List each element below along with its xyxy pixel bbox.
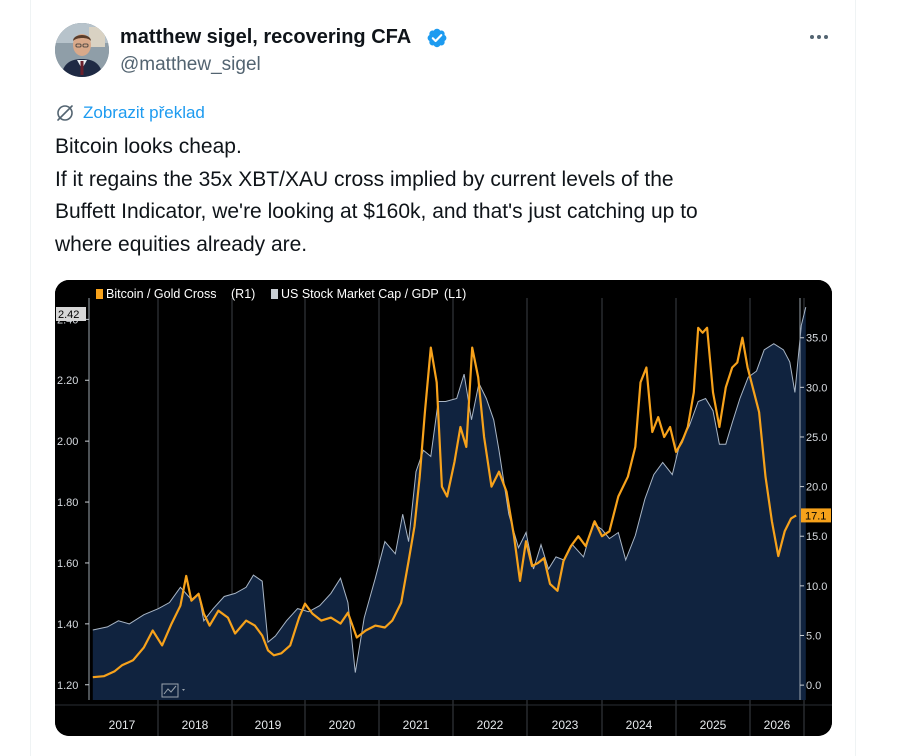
x-tick-label: 2020	[329, 718, 356, 732]
x-tick-label: 2025	[700, 718, 727, 732]
x-tick-label: 2026	[764, 718, 791, 732]
more-dots-icon[interactable]	[806, 24, 832, 50]
left-tick-label: 1.40	[57, 619, 78, 631]
translate-label: Zobrazit překlad	[83, 103, 205, 122]
left-last-value-bg	[56, 307, 86, 321]
legend-axis-btc: (R1)	[231, 287, 255, 301]
x-tick-label: 2021	[403, 718, 430, 732]
left-last-value-tag: 2.42	[56, 307, 86, 321]
avatar-photo	[55, 23, 109, 77]
right-last-value: 17.1	[805, 510, 826, 522]
chart-type-menu-icon[interactable]	[161, 683, 185, 698]
x-tick-label: 2022	[477, 718, 504, 732]
verified-badge-icon	[427, 28, 447, 48]
author-display-name[interactable]: matthew sigel, recovering CFA	[120, 26, 412, 48]
timeline-left-border	[30, 0, 31, 756]
tweet-line: Bitcoin looks cheap.	[55, 135, 242, 158]
legend-label-btc: Bitcoin / Gold Cross	[106, 287, 216, 301]
tweet-line: where equities already are.	[55, 232, 308, 256]
tweet-line: Buffett Indicator, we're looking at $160…	[55, 200, 698, 223]
right-last-value-bg	[801, 508, 831, 523]
author-avatar[interactable]	[55, 23, 109, 77]
x-tick-label: 2017	[109, 718, 136, 732]
right-tick-label: 10.0	[806, 581, 827, 593]
chart-svg: 1.201.401.601.802.002.202.400.05.010.015…	[55, 280, 832, 736]
right-tick-label: 5.0	[806, 630, 821, 642]
x-tick-label: 2024	[626, 718, 653, 732]
legend-swatch-stock	[271, 289, 278, 299]
stock-cap-gdp-area	[92, 307, 806, 700]
tweet-line: If it regains the 35x XBT/XAU cross impl…	[55, 167, 674, 191]
left-last-value: 2.42	[58, 309, 79, 321]
x-tick-label: 2019	[255, 718, 282, 732]
right-tick-label: 35.0	[806, 333, 827, 345]
x-tick-label: 2023	[552, 718, 579, 732]
right-tick-label: 25.0	[806, 432, 827, 444]
legend-swatch-btc	[96, 289, 103, 299]
left-tick-label: 2.20	[57, 375, 78, 387]
legend-label-stock: US Stock Market Cap / GDP	[281, 287, 439, 301]
legend-axis-stock: (L1)	[444, 287, 466, 301]
tweet-media-chart[interactable]: 1.201.401.601.802.002.202.400.05.010.015…	[55, 280, 832, 736]
right-tick-label: 30.0	[806, 382, 827, 394]
left-tick-label: 1.20	[57, 680, 78, 692]
x-tick-label: 2018	[182, 718, 209, 732]
right-tick-label: 20.0	[806, 482, 827, 494]
btc-gold-cross-line	[92, 326, 797, 679]
right-tick-label: 0.0	[806, 680, 821, 692]
left-tick-label: 1.80	[57, 497, 78, 509]
left-tick-label: 2.00	[57, 436, 78, 448]
chart-legend: Bitcoin / Gold Cross (R1) US Stock Marke…	[96, 287, 466, 301]
tweet-text: Bitcoin looks cheap. If it regains the 3…	[55, 131, 825, 261]
left-tick-label: 1.60	[57, 558, 78, 570]
right-last-value-tag: 17.1	[801, 508, 831, 523]
translate-icon	[57, 105, 73, 121]
timeline-right-border	[855, 0, 856, 756]
right-tick-label: 15.0	[806, 531, 827, 543]
author-handle[interactable]: @matthew_sigel	[120, 54, 261, 75]
translate-link[interactable]: Zobrazit překlad	[55, 103, 205, 123]
